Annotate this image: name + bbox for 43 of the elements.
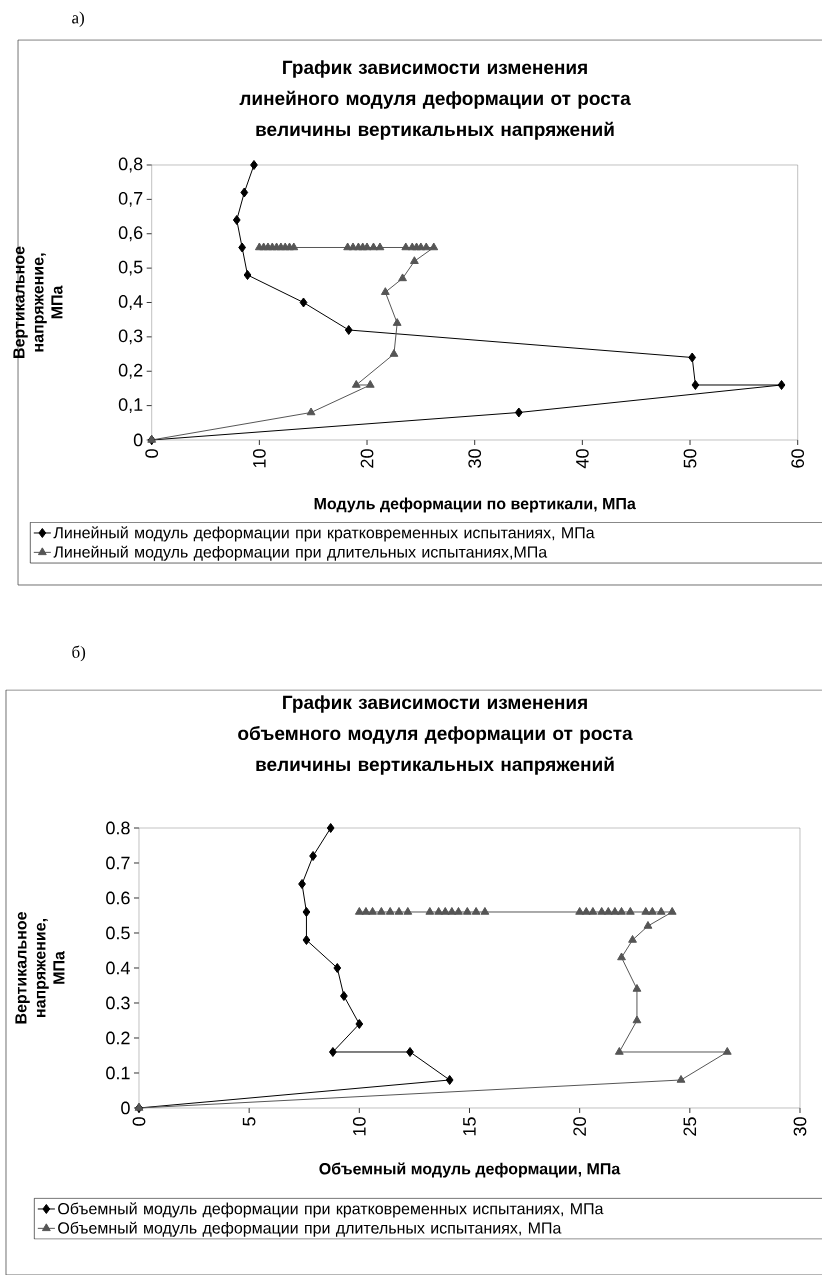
y-tick-label: 0.1 (106, 1066, 130, 1080)
text: а) (72, 11, 84, 27)
y-tick-label: 0,4 (118, 295, 143, 310)
x-tick-label: 25 (683, 1117, 697, 1136)
y-tick-label: 0.3 (106, 996, 130, 1010)
x-axis-title: Объемный модуль деформации, МПа (319, 1162, 621, 1178)
x-tick-label: 5 (242, 1117, 256, 1126)
y-tick-label: 0,5 (118, 260, 143, 276)
x-tick-label: 20 (573, 1117, 587, 1136)
legend-label: Объемный модуль деформации при кратковременных испытаниях, МПа (58, 1202, 604, 1218)
legend-label: Объемный модуль деформации при длительных испытаниях, МПа (58, 1221, 562, 1237)
y-axis-title: Вертикальное напряжение, МПа (15, 912, 65, 1024)
y-tick-label: 0 (121, 1101, 130, 1115)
x-tick-label: 30 (793, 1117, 807, 1136)
y-axis-title: Вертикальное напряжение, МПа (13, 246, 63, 358)
x-tick-label: 50 (683, 449, 697, 468)
legend-label: Линейный модуль деформации при кратковременных испытаниях, МПа (53, 526, 595, 542)
chart-title: График зависимости изменения объемного модуля деформации от роста величины вертикальных напряжений (238, 695, 633, 775)
legend-label: Линейный модуль деформации при длительных испытаниях,МПа (53, 545, 548, 561)
x-tick-label: 15 (463, 1117, 476, 1136)
x-axis-title: Модуль деформации по вертикали, МПа (314, 497, 636, 513)
y-tick-label: 0.6 (106, 891, 130, 905)
x-tick-label: 10 (352, 1117, 366, 1136)
y-tick-label: 0.2 (106, 1031, 130, 1045)
y-tick-label: 0,2 (118, 363, 143, 379)
y-tick-label: 0.7 (106, 856, 130, 870)
x-tick-label: 60 (791, 449, 805, 468)
y-tick-label: 0.5 (106, 926, 130, 940)
x-tick-label: 40 (575, 449, 589, 469)
x-tick-label: 20 (360, 449, 374, 468)
y-tick-label: 0 (133, 433, 143, 447)
text: б) (72, 645, 86, 662)
y-tick-label: 0,8 (118, 157, 143, 173)
y-tick-label: 0.4 (106, 961, 130, 975)
y-tick-label: 0.8 (106, 821, 130, 835)
x-tick-label: 30 (468, 449, 482, 468)
x-tick-label: 10 (252, 449, 266, 468)
x-tick-label: 0 (145, 449, 159, 458)
y-tick-label: 0,1 (118, 398, 143, 414)
y-tick-label: 0,3 (118, 329, 143, 345)
y-tick-label: 0,7 (118, 191, 143, 207)
chart-title: График зависимости изменения линейного модуля деформации от роста величины вертикальных напряжений (239, 60, 631, 140)
y-tick-label: 0,6 (118, 226, 143, 242)
